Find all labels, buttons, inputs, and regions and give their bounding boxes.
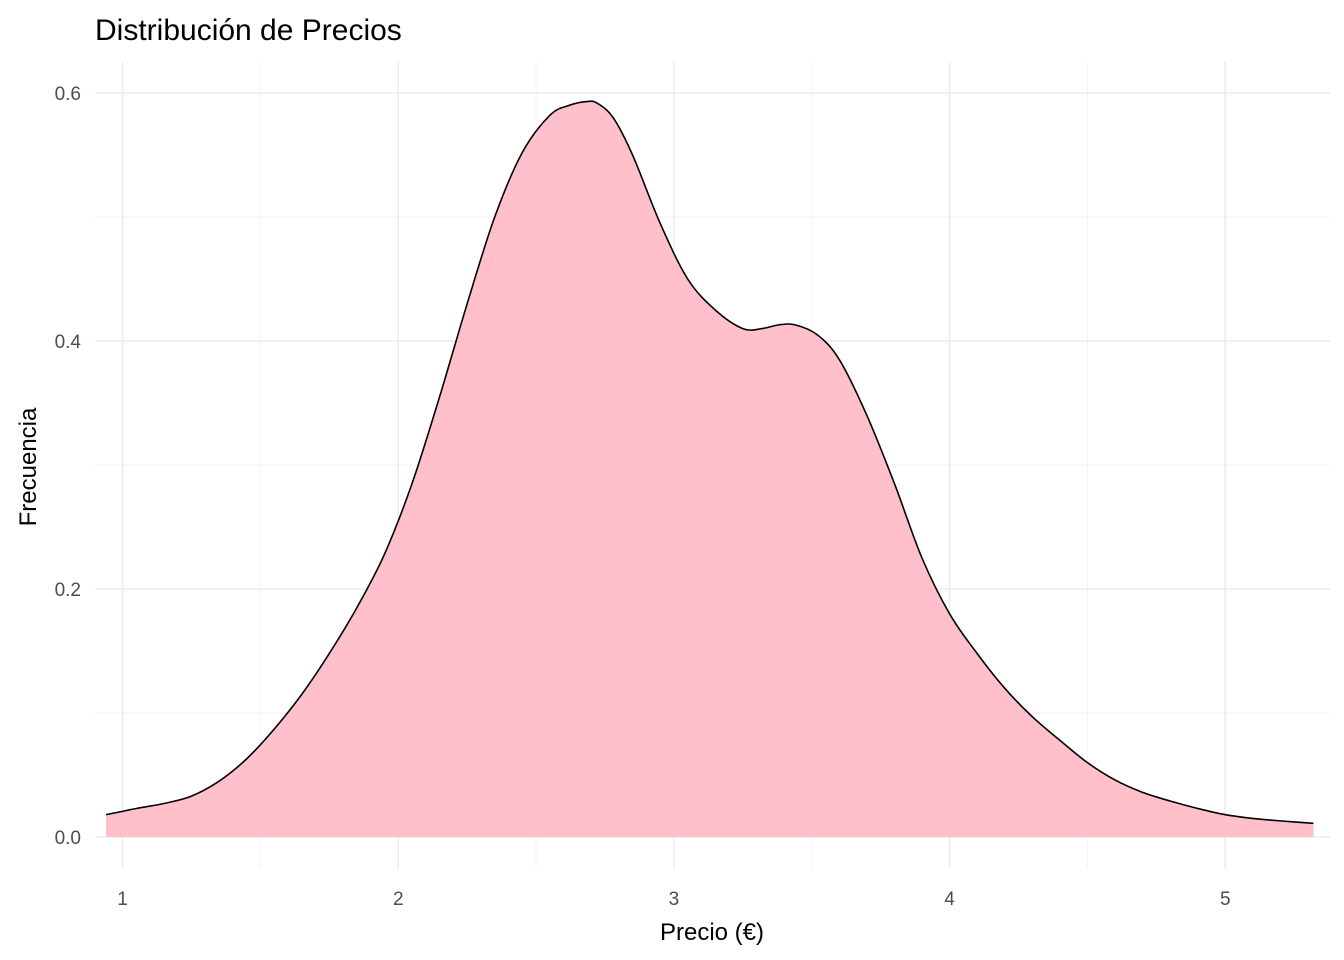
- y-tick-label: 0.4: [55, 332, 82, 353]
- y-axis-ticks: 0.0 0.2 0.4 0.6: [55, 84, 82, 849]
- x-tick-label: 4: [944, 889, 955, 910]
- y-tick-label: 0.0: [55, 828, 81, 849]
- density-area-fill: [106, 101, 1314, 837]
- x-tick-label: 3: [669, 889, 680, 910]
- x-tick-label: 1: [117, 889, 128, 910]
- y-tick-label: 0.2: [55, 580, 81, 601]
- x-axis-title: Precio (€): [660, 919, 764, 946]
- density-area-layer: [105, 100, 1314, 837]
- density-line: [105, 100, 1314, 825]
- y-tick-label: 0.6: [55, 84, 81, 105]
- x-tick-label: 2: [393, 889, 404, 910]
- chart-title: Distribución de Precios: [95, 14, 402, 47]
- y-axis-title: Frecuencia: [15, 407, 42, 526]
- x-tick-label: 5: [1220, 889, 1231, 910]
- x-axis-ticks: 1 2 3 4 5: [117, 889, 1230, 910]
